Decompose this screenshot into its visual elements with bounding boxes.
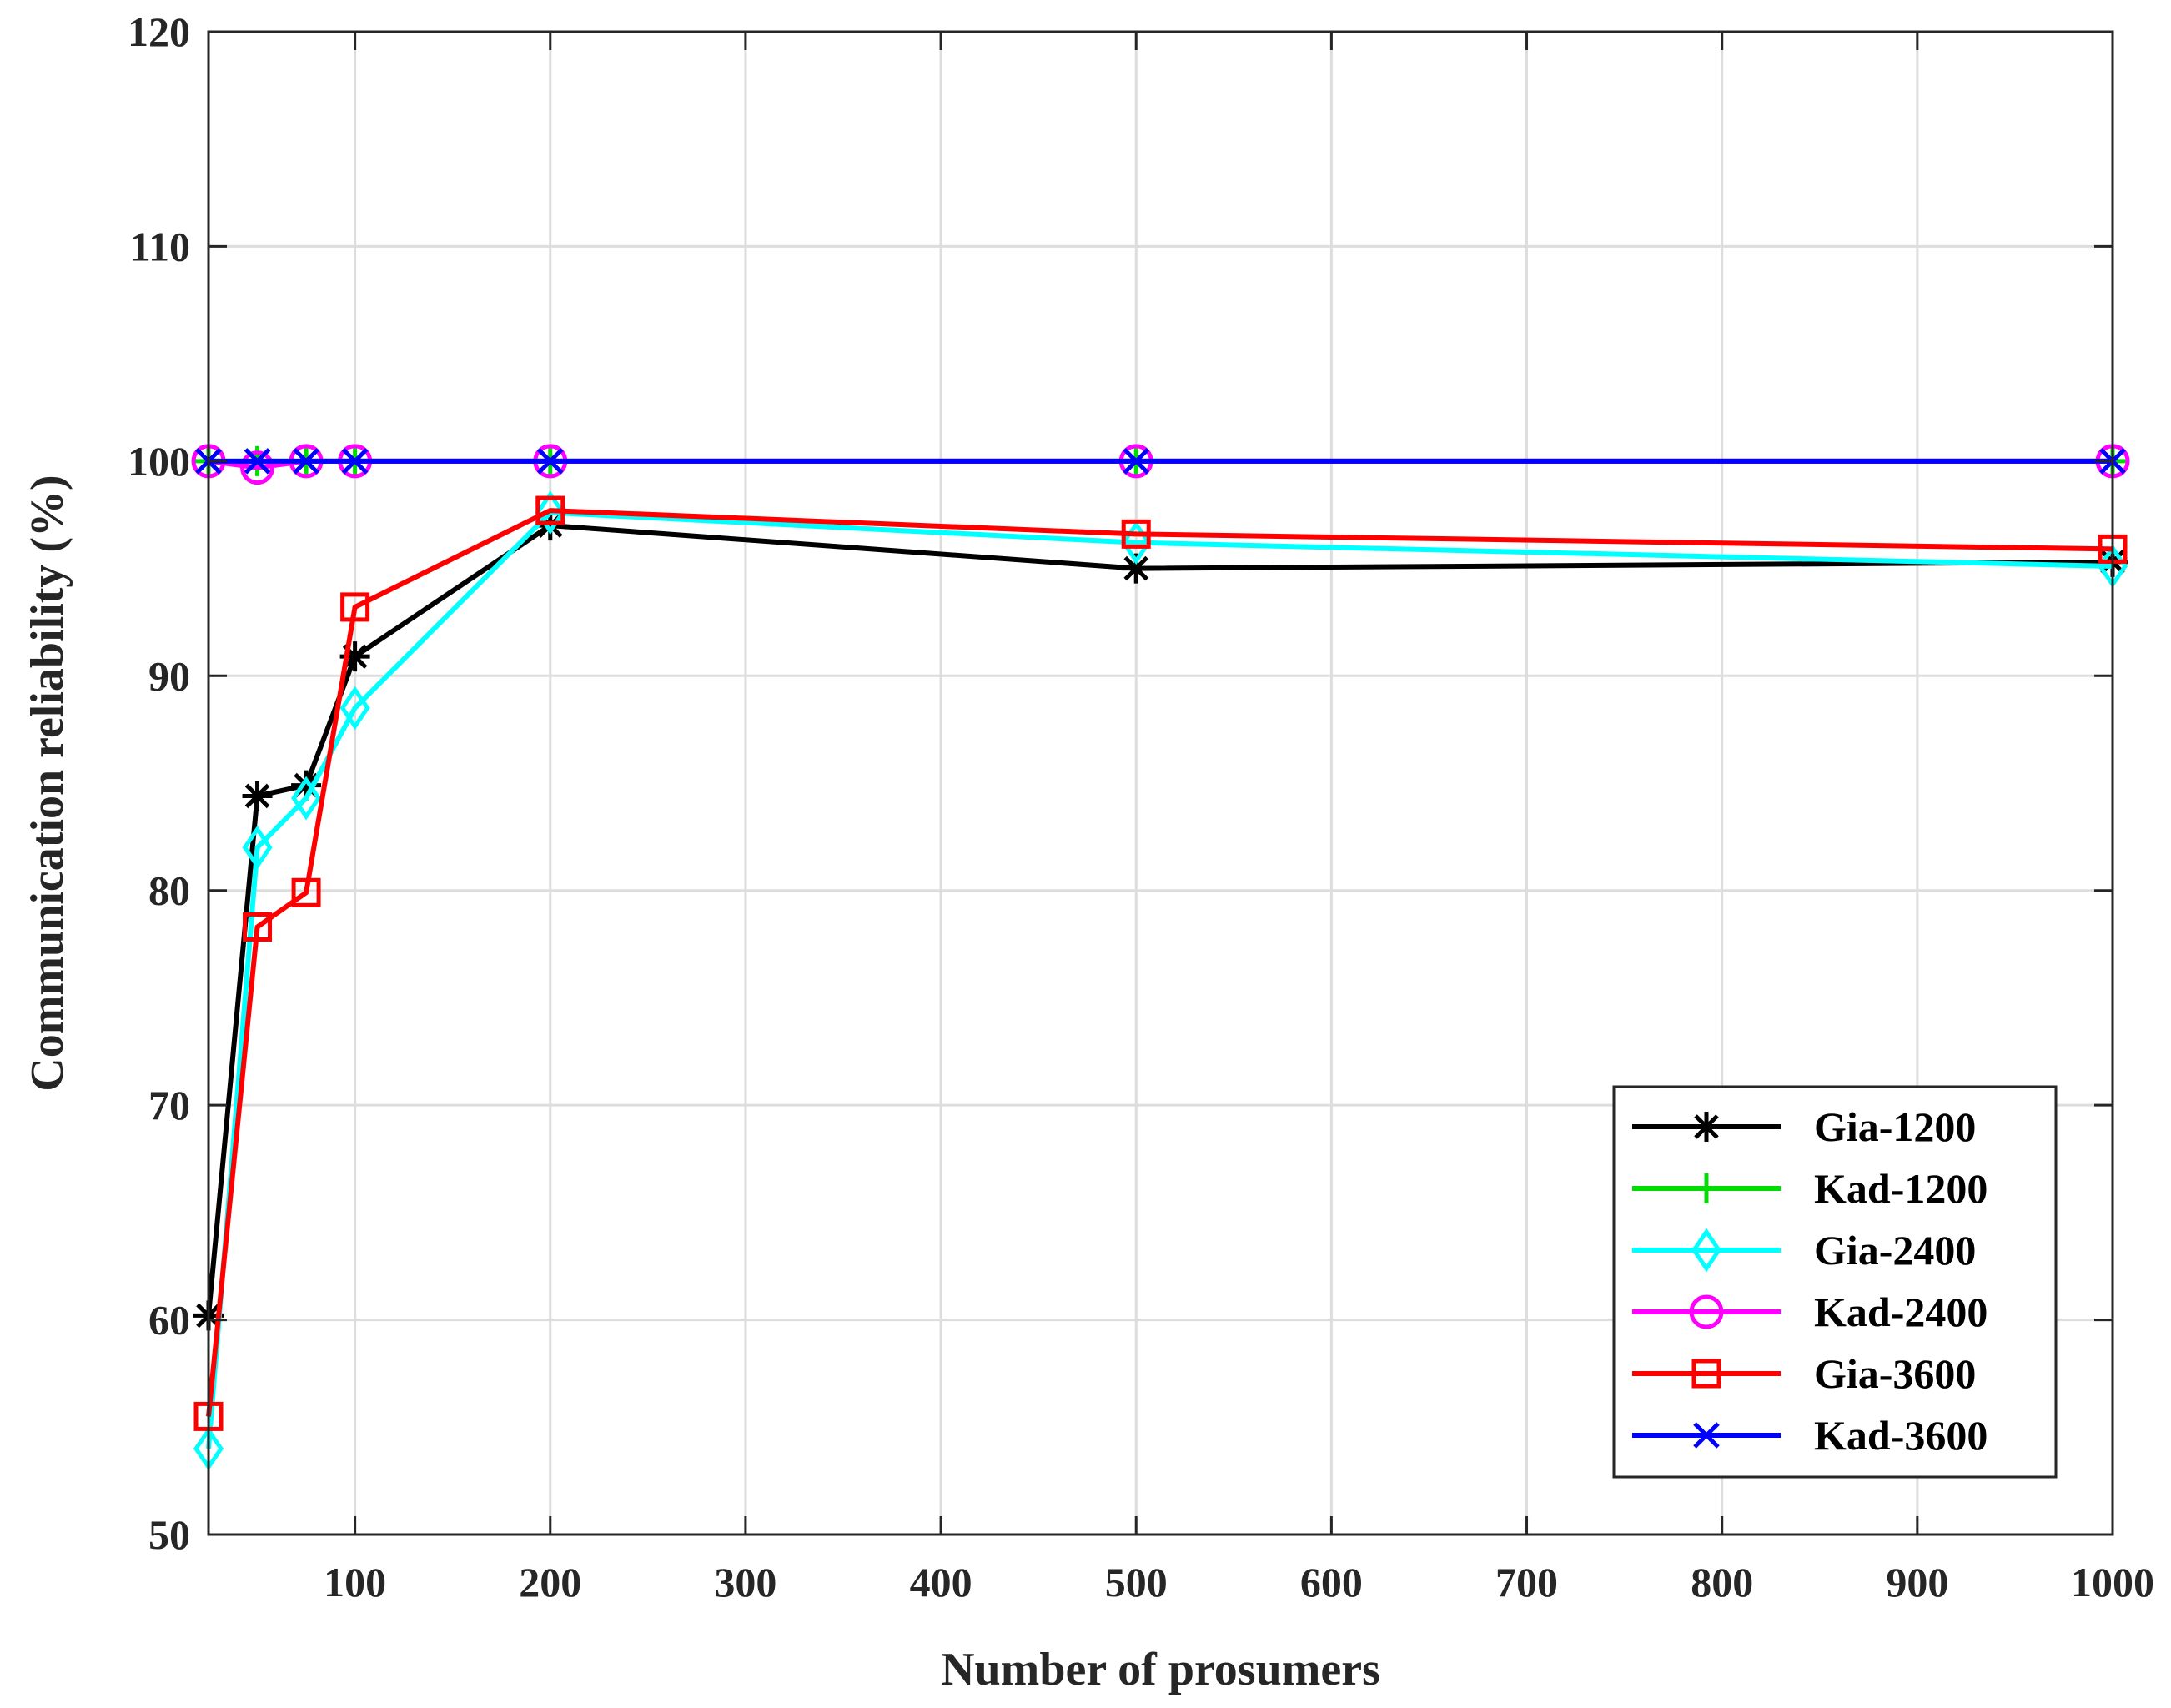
x-tick-label: 800 — [1691, 1559, 1753, 1605]
y-tick-label: 100 — [128, 438, 190, 485]
legend-box — [1612, 1085, 2058, 1479]
plot-frame — [207, 30, 2114, 1536]
series-kad-3600 — [195, 448, 2126, 475]
y-tick-label: 90 — [148, 652, 190, 699]
y-axis-title: Communication reliability (%) — [22, 475, 73, 1091]
series-line — [206, 510, 2113, 1449]
data-point — [242, 781, 273, 811]
series-line — [206, 508, 2113, 1417]
series-layer — [191, 444, 2130, 1471]
legend-entry: Gia-3600 — [1632, 1350, 1976, 1397]
legend-label: Kad-3600 — [1814, 1412, 1988, 1459]
data-point — [240, 450, 275, 485]
grid — [209, 32, 2114, 1535]
data-point — [1121, 519, 1151, 549]
legend-marker — [1689, 1294, 1724, 1329]
y-tick-label: 50 — [148, 1511, 190, 1558]
y-tick-label: 120 — [128, 8, 190, 55]
data-point — [291, 776, 322, 821]
y-tick-label: 60 — [148, 1297, 190, 1344]
legend-marker — [1691, 1112, 1721, 1142]
x-tick-label: 300 — [714, 1559, 776, 1605]
data-point — [339, 686, 370, 731]
series-gia-3600 — [193, 495, 2128, 1431]
legend-label: Gia-1200 — [1814, 1103, 1976, 1150]
x-tick-label: 200 — [519, 1559, 581, 1605]
y-tick-label: 70 — [148, 1082, 190, 1128]
data-point — [339, 641, 370, 672]
data-point — [340, 592, 370, 622]
x-tick-label: 1000 — [2071, 1559, 2154, 1605]
data-point — [1121, 553, 1152, 584]
legend-entry: Kad-3600 — [1632, 1412, 1988, 1459]
x-tick-label: 700 — [1495, 1559, 1558, 1605]
x-tick-label: 900 — [1886, 1559, 1948, 1605]
data-point — [244, 448, 271, 475]
legend-entry: Gia-2400 — [1632, 1227, 1976, 1273]
data-point — [293, 448, 319, 475]
x-tick-label: 500 — [1105, 1559, 1168, 1605]
data-point — [1123, 448, 1149, 475]
data-point — [242, 825, 273, 870]
axis-ticks: 100 200 300 400 500 600 700 800 900 1000 50 60 70 80 9… — [128, 8, 2154, 1605]
x-tick-label: 600 — [1300, 1559, 1363, 1605]
legend-entry: Gia-1200 — [1632, 1103, 1976, 1150]
legend-entry: Kad-2400 — [1632, 1289, 1988, 1335]
legend-label: Gia-2400 — [1814, 1227, 1976, 1273]
y-tick-label: 110 — [130, 223, 190, 269]
series-kad-2400 — [191, 444, 2130, 485]
legend-marker — [1691, 1173, 1721, 1203]
data-point — [341, 448, 369, 475]
legend-label: Kad-1200 — [1814, 1165, 1988, 1212]
legend-marker — [1691, 1228, 1722, 1273]
data-point — [535, 490, 565, 535]
legend-label: Kad-2400 — [1814, 1289, 1988, 1335]
x-tick-label: 100 — [324, 1559, 386, 1605]
data-point — [291, 770, 322, 801]
data-point — [537, 448, 564, 475]
legend-marker — [1693, 1422, 1720, 1449]
data-point — [535, 510, 565, 541]
legend-label: Gia-3600 — [1814, 1350, 1976, 1397]
x-tick-label: 400 — [910, 1559, 972, 1605]
data-point — [535, 495, 565, 525]
legend-marker — [1691, 1359, 1721, 1389]
data-point — [291, 877, 321, 907]
legend: Gia-1200 Kad-1200 Gia-2400 Kad-2400 Gia-3600… — [1612, 1085, 2058, 1479]
data-point — [243, 912, 273, 942]
y-tick-label: 80 — [148, 867, 190, 914]
x-axis-title: Number of prosumers — [941, 1644, 1380, 1695]
legend-entry: Kad-1200 — [1632, 1165, 1988, 1212]
